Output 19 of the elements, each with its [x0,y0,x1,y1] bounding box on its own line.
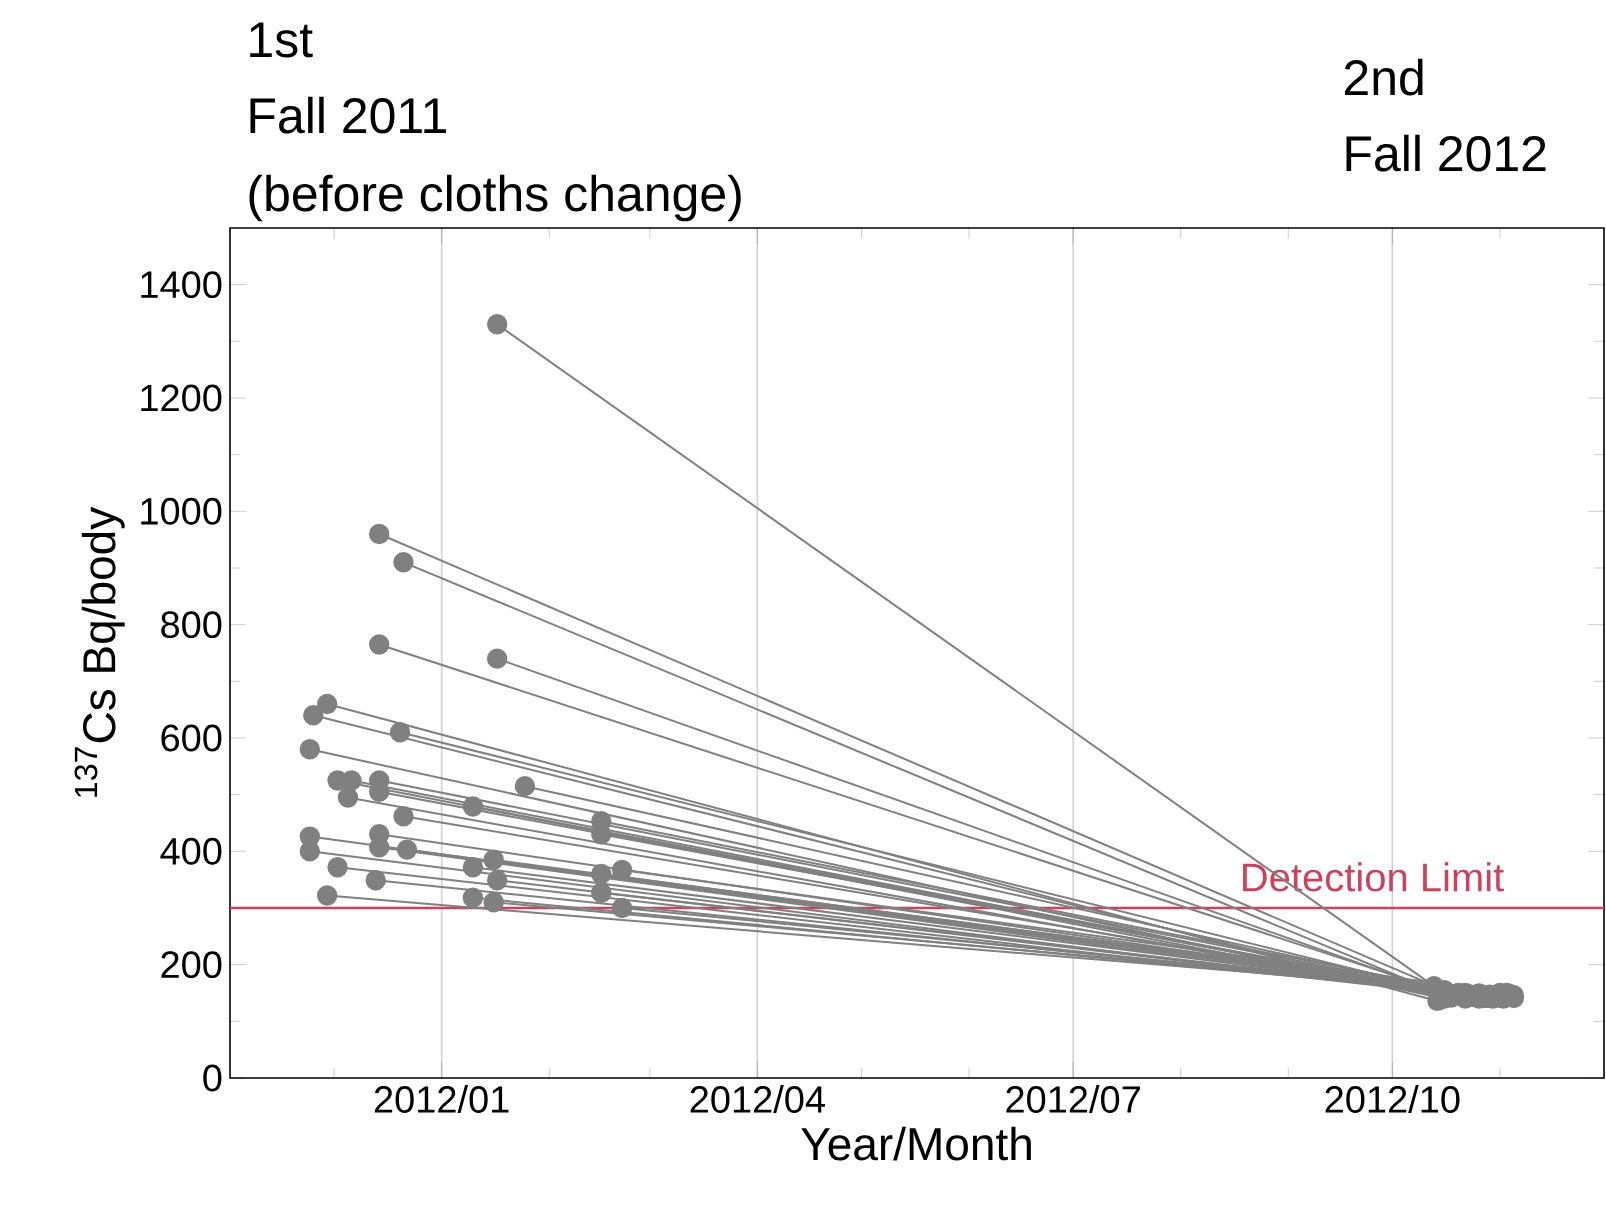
text: 2nd [1344,58,1423,96]
x-tick-label: 2012/04 [690,1085,825,1113]
x-tick-label: 2012/01 [374,1085,509,1113]
y-axis-title: $^{137}$Cs Bq/body [74,506,125,797]
text: (before cloths change) [249,174,741,222]
y-tick-label: 0 [203,1064,222,1092]
text: 1st [250,22,313,58]
y-tick-label: 1000 [141,497,222,525]
x-tick-label: 2012/10 [1325,1085,1460,1113]
y-tick-label: 200 [161,951,222,979]
y-tick-label: 1400 [141,271,222,299]
x-axis-title: Year/Month [801,1126,1031,1161]
y-tick-label: 600 [161,724,222,752]
y-tick-label: 1200 [141,384,222,412]
text: Fall 2011 [250,96,446,134]
text: Fall 2012 [1346,134,1546,172]
y-tick-label: 400 [160,837,222,865]
y-tick-label: 800 [161,611,222,639]
x-tick-label: 2012/07 [1006,1085,1140,1113]
